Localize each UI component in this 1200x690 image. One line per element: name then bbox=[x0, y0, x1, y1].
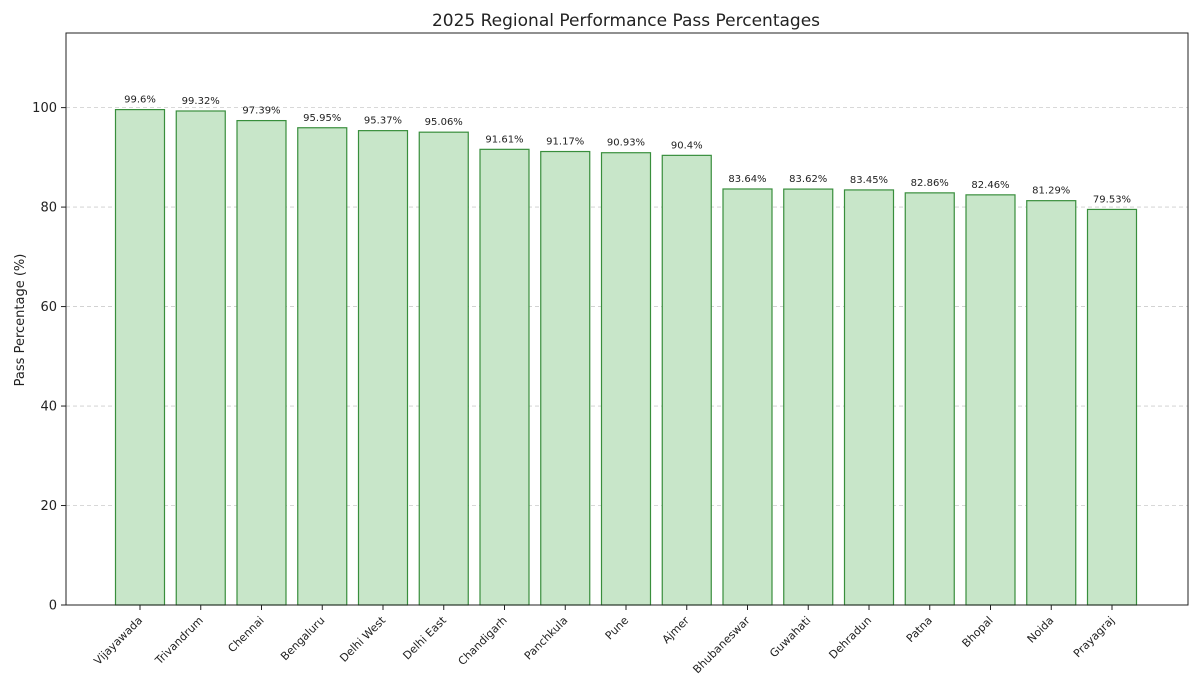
y-tick-label: 100 bbox=[32, 101, 57, 116]
data-label: 95.37% bbox=[364, 116, 402, 127]
chart-title: 2025 Regional Performance Pass Percentag… bbox=[432, 11, 820, 31]
bar bbox=[661, 154, 712, 606]
data-label: 90.4% bbox=[671, 140, 703, 151]
x-tick-label: Vijayawada bbox=[91, 614, 145, 668]
bar bbox=[722, 188, 773, 606]
x-tick-label: Patna bbox=[904, 614, 935, 645]
bar bbox=[297, 127, 348, 606]
x-tick-label: Trivandrum bbox=[152, 614, 206, 668]
bar bbox=[843, 189, 895, 606]
y-tick-label: 20 bbox=[40, 499, 57, 514]
data-label: 99.6% bbox=[124, 95, 156, 106]
bar bbox=[236, 119, 287, 606]
y-tick-label: 80 bbox=[40, 201, 57, 216]
x-tick-label: Ajmer bbox=[660, 614, 693, 647]
data-label: 97.39% bbox=[242, 106, 280, 117]
data-label: 79.53% bbox=[1093, 194, 1131, 205]
x-tick-label: Bengaluru bbox=[278, 614, 327, 663]
x-tick-label: Delhi East bbox=[400, 613, 449, 662]
y-axis-ticks: 0 20 40 60 80 100 bbox=[32, 101, 66, 614]
y-tick-label: 0 bbox=[49, 599, 57, 614]
data-label: 90.93% bbox=[607, 138, 645, 149]
bar bbox=[114, 108, 166, 606]
x-tick-label: Chandigarh bbox=[456, 614, 510, 668]
x-tick-label: Bhubaneswar bbox=[690, 614, 753, 677]
y-tick-label: 60 bbox=[40, 300, 57, 315]
bars bbox=[114, 108, 1138, 606]
x-tick-label: Noida bbox=[1025, 614, 1057, 646]
bar bbox=[357, 130, 409, 606]
bar bbox=[175, 110, 226, 606]
x-tick-label: Prayagraj bbox=[1071, 614, 1117, 660]
x-tick-label: Panchkula bbox=[522, 614, 571, 663]
bar bbox=[783, 188, 834, 606]
y-axis-label: Pass Percentage (%) bbox=[13, 254, 28, 387]
x-tick-label: Guwahati bbox=[767, 614, 813, 660]
bar bbox=[418, 131, 469, 606]
data-label: 83.62% bbox=[789, 174, 827, 185]
bar bbox=[965, 194, 1016, 606]
data-label: 83.64% bbox=[728, 174, 766, 185]
data-label: 95.06% bbox=[425, 117, 463, 128]
x-tick-label: Delhi West bbox=[337, 613, 388, 664]
x-tick-label: Dehradun bbox=[826, 614, 874, 662]
data-label: 99.32% bbox=[182, 96, 220, 107]
bar bbox=[479, 148, 530, 606]
data-label: 82.46% bbox=[971, 180, 1009, 191]
x-axis-ticks: Vijayawada Trivandrum Chennai Bengaluru Delh… bbox=[91, 605, 1117, 676]
bar bbox=[1026, 200, 1077, 606]
x-tick-label: Bhopal bbox=[960, 614, 996, 650]
data-label: 95.95% bbox=[303, 113, 341, 124]
bar bbox=[540, 150, 591, 606]
data-label: 91.17% bbox=[546, 137, 584, 148]
data-label: 82.86% bbox=[911, 178, 949, 189]
y-tick-label: 40 bbox=[40, 400, 57, 415]
data-label: 83.45% bbox=[850, 175, 888, 186]
data-label: 81.29% bbox=[1032, 186, 1070, 197]
bar bbox=[1086, 208, 1138, 606]
bar bbox=[904, 192, 955, 606]
bar bbox=[600, 152, 652, 606]
plot-frame bbox=[65, 32, 1189, 606]
x-tick-label: Chennai bbox=[225, 614, 266, 655]
x-tick-label: Pune bbox=[603, 614, 632, 643]
data-labels: 99.6% 99.32% 97.39% 95.95% 95.37% 95.06% 91.61… bbox=[124, 95, 1131, 206]
data-label: 91.61% bbox=[485, 134, 523, 145]
